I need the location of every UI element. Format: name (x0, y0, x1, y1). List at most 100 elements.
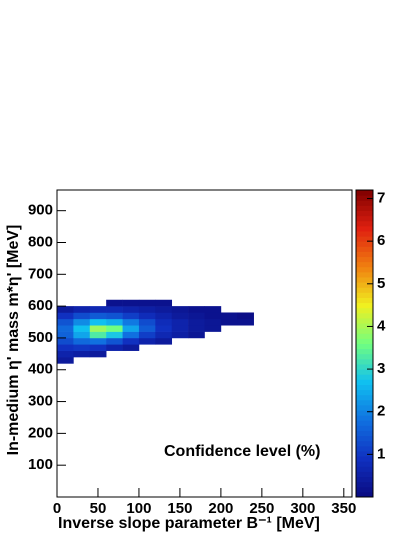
heatmap-cell (73, 337, 91, 345)
heatmap-cell (89, 325, 107, 332)
heatmap-cell (122, 337, 140, 345)
colorbar-segment (356, 466, 373, 472)
heatmap-cell (106, 344, 123, 351)
colorbar-segment (356, 410, 373, 416)
colorbar-tick-label: 2 (377, 403, 385, 420)
heatmap-cell (106, 306, 123, 313)
colorbar-tick-label: 7 (377, 189, 385, 206)
colorbar-segment (356, 328, 373, 334)
colorbar-tick-label: 5 (377, 275, 385, 292)
heatmap-cell (237, 318, 254, 326)
colorbar-segment (356, 425, 373, 431)
heatmap-cell (57, 350, 74, 358)
heatmap-cell (138, 331, 156, 339)
heatmap-cell (122, 344, 140, 351)
heatmap-cell (73, 331, 91, 339)
y-tick-label: 500 (28, 329, 53, 346)
y-axis-title: In-medium η' mass m*η' [MeV] (5, 225, 22, 456)
heatmap-cell (220, 318, 238, 326)
colorbar-segment (356, 476, 373, 483)
heatmap-cell (106, 312, 123, 320)
heatmap-cell (155, 337, 173, 345)
heatmap-cell (122, 325, 140, 332)
heatmap-cell (155, 312, 173, 320)
colorbar-segment (356, 348, 373, 355)
heatmap-cell (89, 337, 107, 345)
heatmap-cell (204, 306, 222, 313)
heatmap-cell (57, 337, 74, 345)
colorbar-segment (356, 358, 373, 365)
colorbar-segment (356, 486, 373, 493)
heatmap-cell (89, 318, 107, 326)
colorbar-segment (356, 338, 373, 344)
heatmap-cell (155, 331, 173, 339)
x-tick-label: 200 (208, 500, 233, 517)
y-tick-label: 700 (28, 265, 53, 282)
x-tick-label: 350 (331, 500, 356, 517)
colorbar-segment (356, 210, 373, 217)
colorbar-segment (356, 456, 373, 462)
heatmap-cell (188, 312, 205, 320)
heatmap-cell (171, 318, 189, 326)
colorbar-segment (356, 271, 373, 278)
heatmap-cell (188, 331, 205, 339)
colorbar-segment (356, 200, 373, 206)
heatmap-cell (220, 312, 238, 320)
colorbar-segment (356, 246, 373, 252)
y-tick-label: 100 (28, 456, 53, 473)
heatmap-cell (57, 312, 74, 320)
colorbar-segment (356, 343, 373, 350)
heatmap-cell (57, 325, 74, 332)
heatmap-cell (73, 325, 91, 332)
heatmap-cell (138, 312, 156, 320)
heatmap-cell (73, 312, 91, 320)
colorbar-segment (356, 461, 373, 467)
colorbar-frame (355, 189, 374, 498)
heatmap-cell (106, 331, 123, 339)
y-tick-label: 600 (28, 297, 53, 314)
heatmap-cell (155, 325, 173, 332)
colorbar-segment (356, 307, 373, 314)
colorbar-segment (356, 399, 373, 406)
heatmap-cell (138, 299, 156, 307)
heatmap-cell (57, 318, 74, 326)
colorbar-segment (356, 450, 373, 457)
colorbar-segment (356, 190, 373, 196)
colorbar-segment (356, 205, 373, 211)
heatmap-cell (204, 312, 222, 320)
colorbar-tick-label: 3 (377, 360, 385, 377)
y-tick-label: 900 (28, 202, 53, 219)
colorbar-segment (356, 276, 373, 283)
x-tick-label: 100 (126, 500, 151, 517)
x-tick-label: 300 (290, 500, 315, 517)
colorbar-segment (356, 394, 373, 401)
colorbar-tick-label: 4 (377, 317, 386, 334)
heatmap-cell (171, 325, 189, 332)
annotation: Confidence level (%) (164, 443, 320, 460)
colorbar-segment (356, 266, 373, 273)
heatmap-cell (57, 331, 74, 339)
colorbar-segment (356, 317, 373, 324)
heatmap-cell (73, 318, 91, 326)
colorbar-segment (356, 491, 373, 498)
heatmap-cell (122, 318, 140, 326)
colorbar-segment (356, 256, 373, 263)
heatmap-cell (188, 306, 205, 313)
colorbar-segment (356, 389, 373, 396)
heatmap-cell (73, 344, 91, 351)
heatmap-cell (73, 306, 91, 313)
heatmap-cell (106, 318, 123, 326)
heatmap-cell (106, 337, 123, 345)
colorbar-segment (356, 481, 373, 488)
colorbar-segment (356, 312, 373, 319)
heatmap-cell (138, 325, 156, 332)
colorbar-segment (356, 333, 373, 339)
colorbar-segment (356, 225, 373, 232)
heatmap-cell (89, 331, 107, 339)
colorbar-segment (356, 215, 373, 222)
heatmap-cell (73, 350, 91, 358)
colorbar-segment (356, 297, 373, 304)
colorbar-segment (356, 369, 373, 375)
heatmap-cell (122, 331, 140, 339)
heatmap-cell (89, 306, 107, 313)
